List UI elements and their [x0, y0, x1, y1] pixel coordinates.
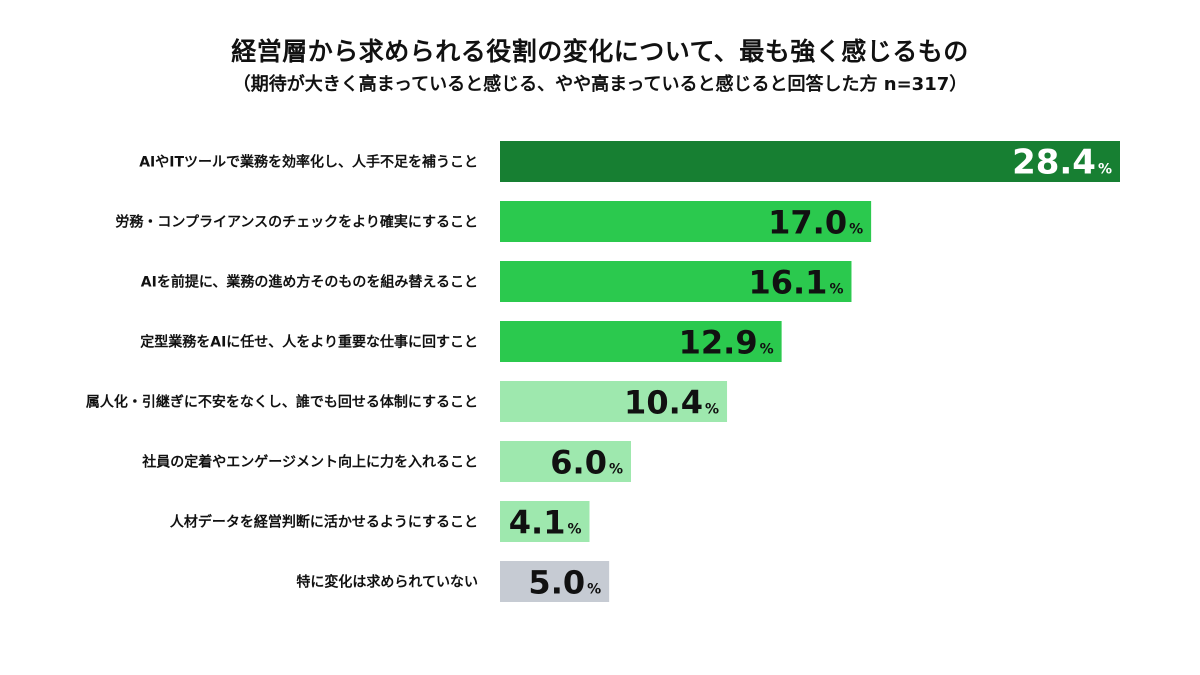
bar [500, 201, 872, 242]
category-label: AIやITツールで業務を効率化し、人手不足を補うこと [139, 154, 478, 171]
data-label-value: 17.0 [768, 204, 847, 242]
category-label: 定型業務をAIに任せ、人をより重要な仕事に回すこと [140, 334, 478, 351]
data-label: 17.0% [768, 204, 863, 242]
data-label-value: 12.9 [679, 324, 758, 362]
data-label-unit: % [567, 522, 581, 538]
data-label-value: 10.4 [624, 384, 703, 422]
category-label: 属人化・引継ぎに不安をなくし、誰でも回せる体制にすること [86, 394, 478, 411]
data-label: 4.1% [509, 504, 582, 542]
bar [500, 441, 631, 482]
bar [500, 561, 610, 602]
data-label-value: 6.0 [550, 444, 607, 482]
data-label-unit: % [760, 342, 774, 358]
data-label-value: 16.1 [748, 264, 827, 302]
category-label: 社員の定着やエンゲージメント向上に力を入れること [141, 454, 478, 471]
data-label-unit: % [829, 282, 843, 298]
data-label-value: 4.1 [509, 504, 566, 542]
data-label-unit: % [1098, 162, 1112, 178]
data-label-unit: % [849, 222, 863, 238]
data-label: 10.4% [624, 384, 719, 422]
data-label-unit: % [705, 402, 719, 418]
chart-title: 経営層から求められる役割の変化について、最も強く感じるもの [231, 37, 969, 66]
category-label: 労務・コンプライアンスのチェックをより確実にすること [115, 214, 478, 231]
data-label: 28.4% [1012, 143, 1112, 183]
data-label-value: 5.0 [528, 564, 585, 602]
data-label: 5.0% [528, 564, 601, 602]
bar [500, 501, 590, 542]
category-label: AIを前提に、業務の進め方そのものを組み替えること [141, 274, 478, 291]
category-label: 人材データを経営判断に活かせるようにすること [170, 514, 478, 531]
data-label: 12.9% [679, 324, 774, 362]
data-label-value: 28.4 [1012, 143, 1096, 183]
category-label: 特に変化は求められていない [296, 574, 478, 591]
chart-subtitle: （期待が大きく高まっていると感じる、やや高まっていると感じると回答した方 n=3… [232, 74, 968, 95]
data-label: 6.0% [550, 444, 623, 482]
data-label-unit: % [587, 582, 601, 598]
bar [500, 141, 1120, 182]
data-label-unit: % [609, 462, 623, 478]
data-label: 16.1% [748, 264, 843, 302]
bar [500, 261, 852, 302]
bar [500, 321, 782, 362]
bar [500, 381, 728, 422]
